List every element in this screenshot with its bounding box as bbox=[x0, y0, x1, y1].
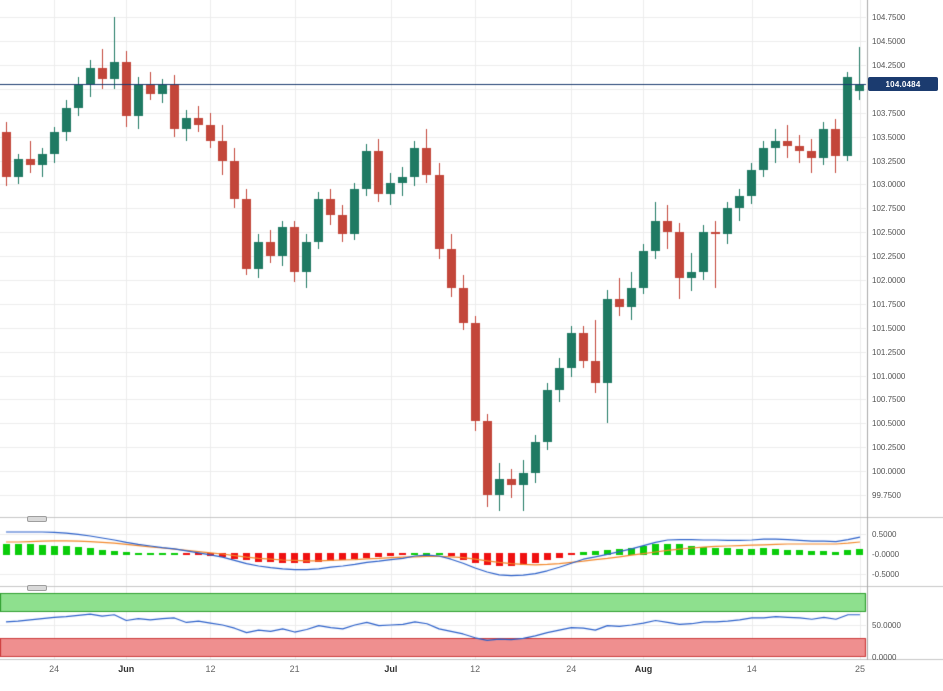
macd-pane[interactable] bbox=[0, 519, 866, 586]
macd-panel-drag-handle[interactable] bbox=[27, 516, 47, 522]
time-axis[interactable] bbox=[0, 660, 866, 691]
rsi-pane[interactable] bbox=[0, 587, 866, 659]
current-price-badge: 104.0484 bbox=[868, 77, 938, 92]
price-axis[interactable] bbox=[868, 0, 943, 659]
price-pane[interactable] bbox=[0, 0, 866, 517]
rsi-panel-drag-handle[interactable] bbox=[27, 585, 47, 591]
